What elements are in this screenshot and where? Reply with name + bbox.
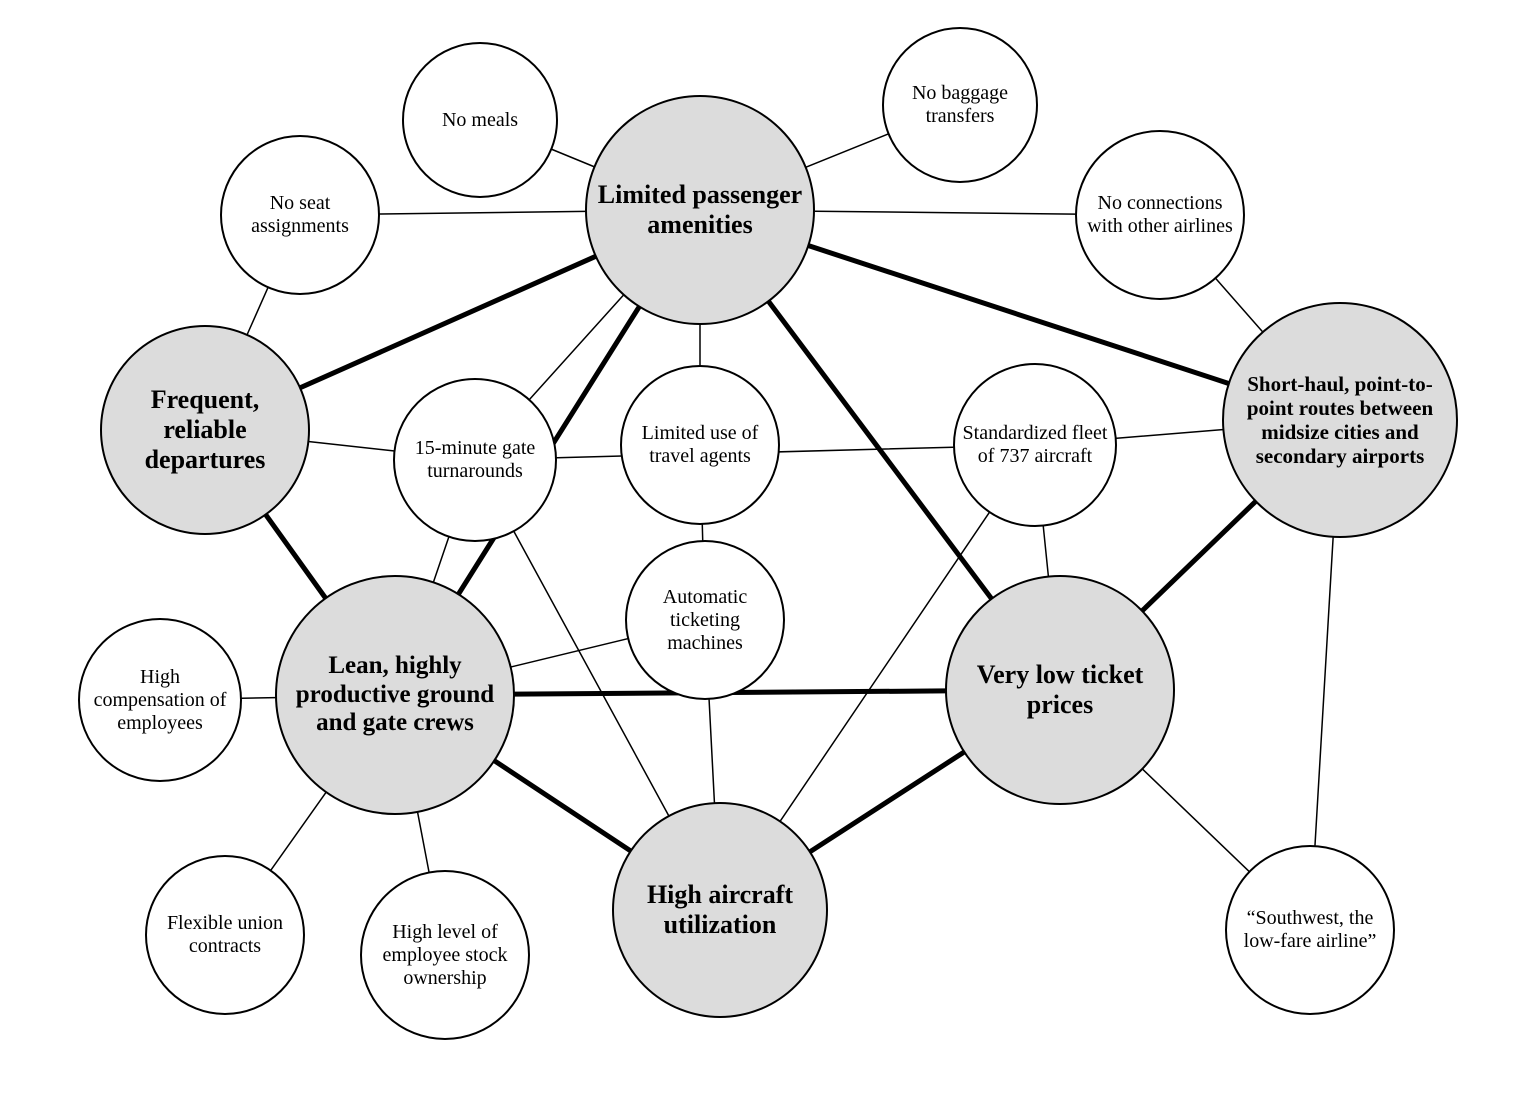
edge-ticketing-high_util: [709, 700, 714, 802]
edge-frequent_departures-no_seat: [247, 288, 267, 334]
node-no_meals: No meals: [402, 42, 558, 198]
node-limited_amenities: Limited passenger amenities: [585, 95, 815, 325]
node-label: “Southwest, the low-fare airline”: [1233, 907, 1387, 953]
node-label: No baggage transfers: [890, 82, 1030, 128]
node-label: Flexible union contracts: [153, 912, 297, 958]
node-label: No connections with other airlines: [1083, 192, 1237, 238]
edge-low_prices-short_haul: [1143, 502, 1255, 610]
node-label: No meals: [410, 109, 550, 132]
node-high_comp: High compensation of employees: [78, 618, 242, 782]
node-stock_own: High level of employee stock ownership: [360, 870, 530, 1040]
node-no_baggage: No baggage transfers: [882, 27, 1038, 183]
node-label: Standardized fleet of 737 aircraft: [961, 422, 1109, 468]
node-label: Lean, highly productive ground and gate …: [283, 652, 507, 738]
edge-ticketing-lean_crews: [512, 639, 628, 667]
node-no_seat: No seat assignments: [220, 135, 380, 295]
edge-frequent_departures-lean_crews: [266, 515, 325, 597]
node-label: High aircraft utilization: [620, 880, 820, 940]
node-no_connections: No connections with other airlines: [1075, 130, 1245, 300]
node-short_haul: Short-haul, point-to-point routes betwee…: [1222, 302, 1458, 538]
node-frequent_departures: Frequent, reliable departures: [100, 325, 310, 535]
node-label: Automatic ticketing machines: [633, 586, 777, 655]
edge-lean_crews-high_util: [495, 761, 630, 850]
node-lean_crews: Lean, highly productive ground and gate …: [275, 575, 515, 815]
node-label: Limited use of travel agents: [628, 422, 772, 468]
edge-low_prices-southwest_tag: [1143, 770, 1249, 872]
node-label: High level of employee stock ownership: [368, 921, 522, 990]
node-high_util: High aircraft utilization: [612, 802, 828, 1018]
node-label: Frequent, reliable departures: [108, 385, 302, 475]
node-label: No seat assignments: [228, 192, 372, 238]
edge-limited_amenities-turnarounds: [530, 296, 623, 400]
edge-limited_amenities-no_meals: [552, 150, 593, 167]
node-label: 15-minute gate turnarounds: [401, 437, 549, 483]
node-label: Limited passenger amenities: [593, 180, 807, 240]
edge-lean_crews-stock_own: [418, 813, 429, 872]
activity-system-diagram: Limited passenger amenities Frequent, rel…: [0, 0, 1536, 1112]
edge-high_util-low_prices: [811, 753, 964, 852]
node-low_prices: Very low ticket prices: [945, 575, 1175, 805]
edge-limited_amenities-no_seat: [380, 211, 585, 214]
node-label: Short-haul, point-to-point routes betwee…: [1230, 372, 1450, 469]
node-label: Very low ticket prices: [953, 660, 1167, 720]
edge-fleet-short_haul: [1117, 430, 1223, 439]
edge-limited_amenities-no_baggage: [807, 134, 888, 167]
edge-lean_crews-high_comp: [242, 698, 275, 699]
edge-limited_amenities-no_connections: [815, 211, 1075, 214]
node-ticketing: Automatic ticketing machines: [625, 540, 785, 700]
node-travel_agents: Limited use of travel agents: [620, 365, 780, 525]
edge-short_haul-southwest_tag: [1315, 538, 1333, 845]
node-label: High compensation of employees: [86, 666, 234, 735]
edge-turnarounds-lean_crews: [434, 538, 449, 582]
edge-fleet-low_prices: [1043, 527, 1048, 576]
node-flex_union: Flexible union contracts: [145, 855, 305, 1015]
edge-frequent_departures-turnarounds: [309, 442, 393, 451]
node-turnarounds: 15-minute gate turnarounds: [393, 378, 557, 542]
edge-no_connections-short_haul: [1216, 279, 1262, 331]
node-southwest_tag: “Southwest, the low-fare airline”: [1225, 845, 1395, 1015]
node-fleet: Standardized fleet of 737 aircraft: [953, 363, 1117, 527]
edge-lean_crews-flex_union: [271, 793, 325, 870]
